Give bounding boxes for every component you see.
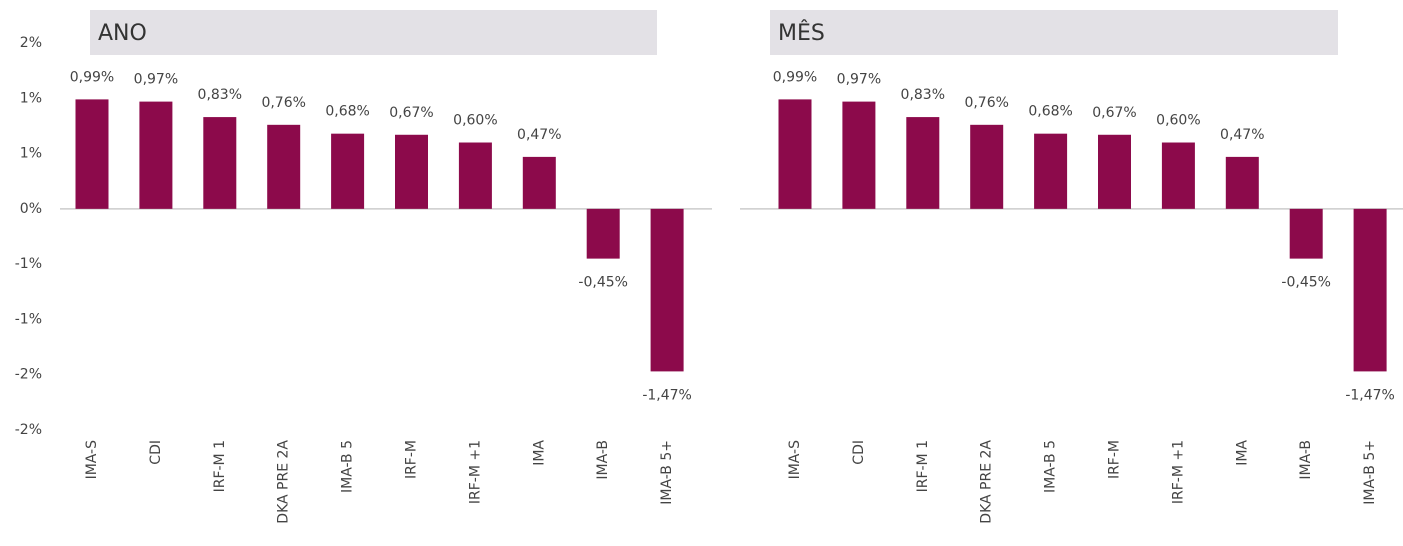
value-label: 0,67% <box>1092 105 1136 121</box>
bar <box>75 99 109 209</box>
y-tick-label: -1% <box>15 311 42 327</box>
bar <box>1225 156 1259 209</box>
value-label: -1,47% <box>1345 387 1395 403</box>
value-label: 0,97% <box>837 72 881 88</box>
y-tick-label: 0% <box>20 201 42 217</box>
value-label: 0,83% <box>901 87 945 103</box>
y-tick-label: -1% <box>15 256 42 272</box>
value-label: 0,60% <box>453 113 497 129</box>
value-label: 0,76% <box>964 95 1008 111</box>
bar <box>842 101 876 209</box>
x-tick-label: IMA-S <box>84 440 100 480</box>
x-tick-label: IMA-B <box>595 440 611 480</box>
y-tick-label: 1% <box>20 146 42 162</box>
x-tick-label: IRF-M 1 <box>915 440 931 492</box>
y-tick-label: -2% <box>15 367 42 383</box>
value-label: 0,47% <box>1220 127 1264 143</box>
value-label: -0,45% <box>1281 275 1331 291</box>
bar <box>1098 134 1131 209</box>
x-tick-label: IMA-B 5 <box>340 440 356 493</box>
value-label: 0,99% <box>70 69 114 85</box>
title-box <box>770 10 1338 55</box>
bar <box>203 117 237 209</box>
bar <box>458 142 492 209</box>
value-label: 0,97% <box>134 72 178 88</box>
chart-title: ANO <box>98 21 147 46</box>
bar <box>650 208 684 372</box>
x-tick-label: IMA <box>531 440 547 466</box>
value-label: 0,60% <box>1156 113 1200 129</box>
bar <box>395 134 428 209</box>
bar <box>1034 133 1068 209</box>
x-tick-label: IRF-M +1 <box>467 440 483 504</box>
bar <box>522 156 556 209</box>
x-tick-label: IMA-B <box>1298 440 1314 480</box>
x-tick-label: IMA-B 5+ <box>1362 440 1378 505</box>
value-label: 0,68% <box>1028 104 1072 120</box>
x-tick-label: CDI <box>851 440 867 465</box>
bar <box>139 101 173 209</box>
value-label: -0,45% <box>578 275 628 291</box>
x-tick-label: DKA PRE 2A <box>979 440 995 524</box>
value-label: 0,68% <box>325 104 369 120</box>
title-box <box>90 10 657 55</box>
x-tick-label: DKA PRE 2A <box>276 440 292 524</box>
x-tick-label: IMA-B 5 <box>1043 440 1059 493</box>
value-label: 0,83% <box>198 87 242 103</box>
x-tick-label: IRF-M 1 <box>212 440 228 492</box>
bar <box>1353 208 1387 372</box>
x-tick-label: IMA-B 5+ <box>659 440 675 505</box>
value-label: -1,47% <box>642 387 692 403</box>
bar <box>331 133 365 209</box>
x-tick-label: IRF-M +1 <box>1170 440 1186 504</box>
bar <box>906 117 940 209</box>
chart-title: MÊS <box>778 20 825 46</box>
x-tick-label: IMA <box>1234 440 1250 466</box>
x-tick-label: CDI <box>148 440 164 465</box>
bar <box>267 124 301 209</box>
bar <box>586 208 620 259</box>
bar <box>778 99 812 209</box>
x-tick-label: IRF-M <box>1107 440 1123 479</box>
bar <box>1289 208 1323 259</box>
x-tick-label: IRF-M <box>404 440 420 479</box>
y-tick-label: 1% <box>20 90 42 106</box>
value-label: 0,76% <box>261 95 305 111</box>
value-label: 0,99% <box>773 69 817 85</box>
y-tick-label: -2% <box>15 422 42 438</box>
x-tick-label: IMA-S <box>787 440 803 480</box>
bar <box>1161 142 1195 209</box>
y-tick-label: 2% <box>20 35 42 51</box>
bar <box>970 124 1004 209</box>
value-label: 0,47% <box>517 127 561 143</box>
value-label: 0,67% <box>389 105 433 121</box>
